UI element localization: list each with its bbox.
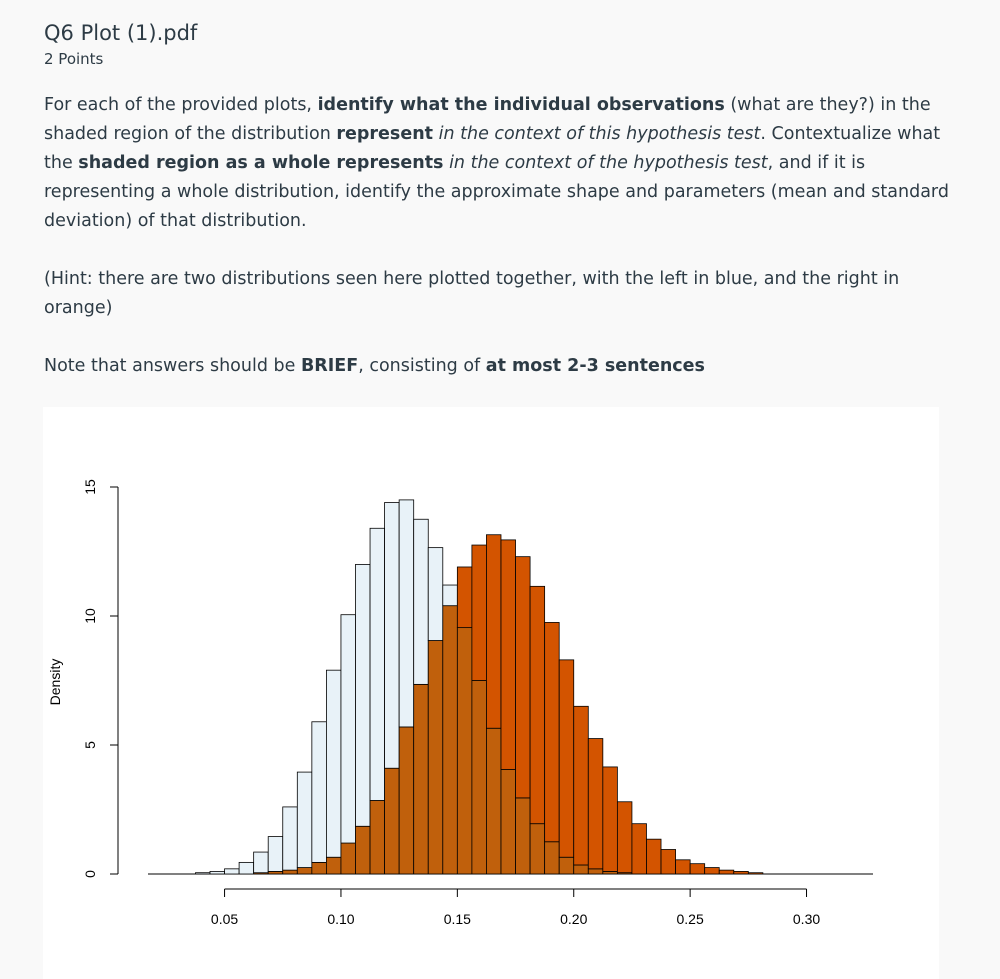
histogram-bar-orange [747,872,764,875]
note-segment: BRIEF [300,356,359,376]
histogram-bar-overlap [558,856,575,875]
histogram-bar-overlap [500,769,516,875]
question-points: 2 Points [44,50,104,68]
histogram-bar-orange [718,869,735,875]
histogram-bar-overlap [384,767,400,875]
histogram-bar-overlap [486,727,502,875]
histogram-bar-orange [515,556,531,799]
histogram-bar-orange [486,534,502,729]
histogram-bar-blue [238,861,255,875]
p1-segment: identify what the individual observation… [317,95,725,115]
histogram-bar-blue [442,584,458,607]
x-tick-label: 0.25 [677,911,704,927]
histogram-bar-overlap [529,823,546,875]
histogram-bar-overlap [456,627,473,875]
p1-segment: . Contextualize what the [44,124,941,173]
histogram-bar-overlap [544,841,560,875]
x-tick-label: 0.10 [327,911,354,927]
histogram-plot: 0.05 0.10 0.15 0.20 0.25 0.30 0 5 10 15 Density [43,407,939,979]
histogram-bar-overlap [471,680,487,875]
histogram-bar-orange [689,863,706,875]
histogram-bar-orange [573,705,589,866]
y-axis-label: Density [47,659,63,706]
histogram-bar-orange [616,801,633,874]
histogram-bar-overlap [413,683,429,875]
note-segment: , consisting of [358,356,486,376]
histogram-bar-blue [224,868,240,875]
question-title: Q6 Plot (1).pdf [44,21,198,45]
histogram-bar-overlap [355,825,371,875]
histogram-bar-orange [544,622,560,843]
note-segment: at most 2-3 sentences [485,356,705,376]
histogram-bar-blue [253,851,269,874]
question-instructions: For each of the provided plots, identify… [44,91,949,236]
histogram-bar-blue [311,721,327,863]
histogram-bar-orange [733,871,749,875]
histogram-bar-orange [558,659,575,858]
histogram-bar-overlap [587,868,604,875]
histogram-bar-overlap [369,800,385,875]
histogram-bar-overlap [340,842,356,875]
histogram-bar-overlap [282,869,298,875]
histogram-bar-blue [326,669,342,858]
histogram-bar-blue [195,872,211,875]
histogram-bar-blue [355,563,371,827]
y-tick-label: 0 [82,870,98,878]
histogram-bar-orange [660,849,676,875]
x-tick-label: 0.20 [560,911,587,927]
p1-segment: in the context of this hypothesis test [438,124,761,144]
histogram-bar-orange [646,838,662,875]
y-tick-label: 5 [82,741,98,749]
question-hint: (Hint: there are two distributions seen … [44,269,900,318]
histogram-bar-overlap [427,640,444,875]
y-tick-label: 15 [82,479,98,495]
histogram-bar-blue [413,518,429,685]
histogram-bar-overlap [515,797,531,875]
histogram-bar-overlap [442,605,458,875]
histogram-bar-orange [529,585,546,825]
histogram-bar-overlap [398,726,415,875]
p1-segment: (what are they?) in the shaded region of… [44,95,931,144]
x-tick-label: 0.15 [444,911,471,927]
histogram-bar-overlap [326,856,342,875]
note-segment: Note that answers should be [44,356,301,376]
histogram-bar-blue [398,499,415,728]
histogram-bar-blue [267,836,284,872]
question-note: Note that answers should be BRIEF, consi… [44,352,949,381]
p1-segment: For each of the provided plots, [44,95,318,115]
histogram-bar-orange [456,566,473,629]
histogram-bar-blue [384,502,400,769]
histogram-bar-orange [704,867,720,875]
histogram-bar-blue [209,871,225,875]
histogram-bar-overlap [573,864,589,875]
histogram-bar-overlap [296,867,313,875]
p1-segment: in the context of the hypothesis test [449,153,768,173]
x-tick-label: 0.05 [211,911,238,927]
y-tick-label: 10 [82,608,98,624]
histogram-bar-orange [631,823,647,875]
p1-segment: shaded region as a whole represents [78,153,444,173]
histogram-bar-orange [587,738,604,870]
histogram-bar-orange [500,539,516,770]
histogram-bar-orange [602,766,618,872]
histogram-bar-orange [675,859,691,875]
question-body: For each of the provided plots, identify… [44,91,949,381]
histogram-bar-blue [296,771,313,868]
histogram-bar-blue [340,614,356,844]
histogram-bar-blue [369,527,385,801]
histogram-bar-overlap [311,861,327,875]
question-header: Q6 Plot (1).pdf 2 Points [44,18,197,68]
x-tick-label: 0.30 [793,911,820,927]
histogram-bar-blue [282,806,298,871]
histogram-bar-blue [427,547,444,641]
histogram-bar-orange [471,544,487,681]
p1-segment: represent [336,124,434,144]
p1-segment: , and if it is representing a whole dist… [44,153,949,231]
histogram-svg: 0.05 0.10 0.15 0.20 0.25 0.30 0 5 10 15 Density [47,479,873,927]
